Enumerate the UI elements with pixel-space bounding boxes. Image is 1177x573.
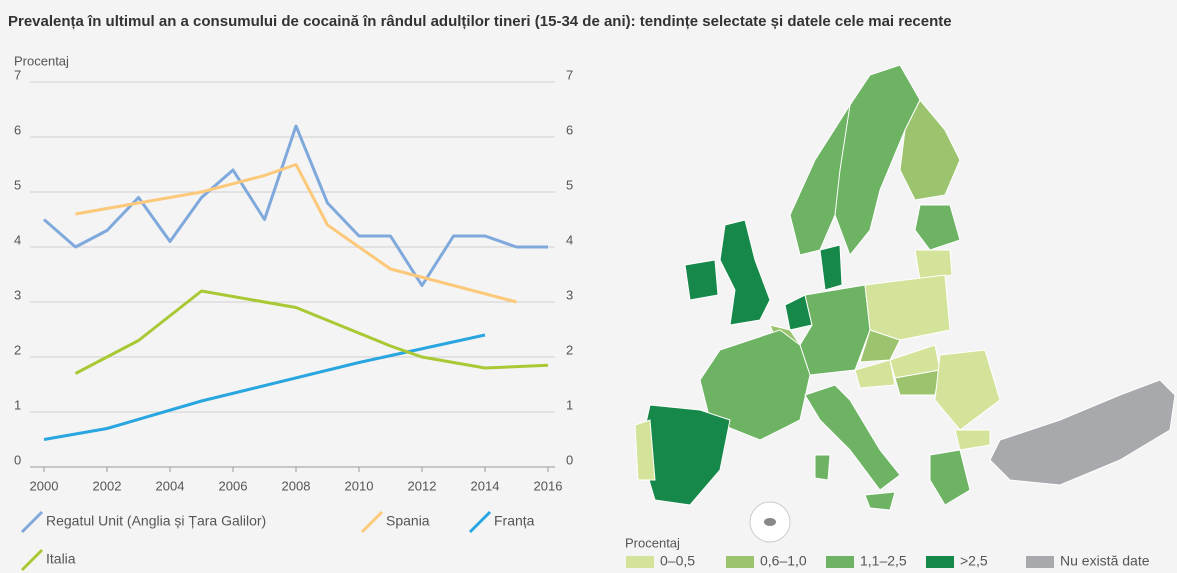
y2-tick-label: 2 (566, 342, 573, 357)
y2-tick-label: 5 (566, 177, 573, 192)
map-legend-swatch (626, 556, 654, 568)
country (989, 379, 1176, 486)
y2-tick-label: 4 (566, 232, 573, 247)
country (814, 454, 831, 481)
legend-label: Italia (46, 551, 76, 567)
series-line (43, 333, 486, 441)
country (934, 349, 1001, 431)
country (954, 429, 991, 451)
legend-swatch (20, 548, 44, 572)
country (914, 204, 961, 251)
y2-tick-label: 6 (566, 122, 573, 137)
x-tick-label: 2016 (534, 478, 563, 493)
x-tick-label: 2004 (156, 478, 185, 493)
legend-swatch (360, 510, 384, 534)
country (699, 329, 811, 441)
series-line (74, 289, 549, 375)
map-legend-label: >2,5 (960, 553, 988, 569)
series-line (75, 163, 517, 304)
legend-swatch (20, 510, 44, 534)
y-tick-label: 0 (14, 452, 21, 467)
y2-tick-label: 3 (566, 287, 573, 302)
country (684, 259, 719, 301)
series-line (43, 124, 548, 287)
y-tick-label: 4 (14, 232, 21, 247)
country (634, 419, 656, 481)
country (864, 491, 896, 511)
map (634, 64, 1176, 543)
country (929, 449, 971, 506)
country (854, 359, 896, 389)
map-legend-label: Nu există date (1060, 553, 1150, 569)
legend-label: Regatul Unit (Anglia și Țara Galilor) (46, 513, 266, 529)
malta (764, 518, 776, 526)
y-tick-label: 2 (14, 342, 21, 357)
map-legend-label: 0–0,5 (660, 553, 695, 569)
y-tick-label: 5 (14, 177, 21, 192)
y-tick-label: 6 (14, 122, 21, 137)
map-legend-swatch (726, 556, 754, 568)
country (894, 369, 941, 396)
chart-title: Prevalența în ultimul an a consumului de… (8, 13, 952, 30)
country (899, 99, 961, 201)
legend-label: Franța (494, 513, 535, 529)
country (789, 104, 851, 256)
country (819, 244, 843, 291)
map-legend-label: 1,1–2,5 (860, 553, 907, 569)
country (864, 274, 951, 341)
map-legend-swatch (1026, 556, 1054, 568)
map-legend-label: 0,6–1,0 (760, 553, 807, 569)
country (804, 384, 901, 491)
y-tick-label: 3 (14, 287, 21, 302)
map-legend-swatch (926, 556, 954, 568)
y-tick-label: 7 (14, 67, 21, 82)
legend-swatch (468, 510, 492, 534)
x-tick-label: 2014 (471, 478, 500, 493)
y2-tick-label: 0 (566, 452, 573, 467)
y-tick-label: 1 (14, 397, 21, 412)
country (914, 249, 953, 281)
map-legend-swatch (826, 556, 854, 568)
map-legend-title: Procentaj (625, 535, 680, 550)
x-tick-label: 2000 (30, 478, 59, 493)
y2-tick-label: 1 (566, 397, 573, 412)
legend-label: Spania (386, 513, 430, 529)
country (719, 219, 771, 326)
y-axis-label: Procentaj (14, 53, 69, 68)
x-tick-label: 2008 (282, 478, 311, 493)
y2-tick-label: 7 (566, 67, 573, 82)
x-tick-label: 2012 (408, 478, 437, 493)
x-tick-label: 2002 (93, 478, 122, 493)
x-tick-label: 2006 (219, 478, 248, 493)
x-tick-label: 2010 (345, 478, 374, 493)
